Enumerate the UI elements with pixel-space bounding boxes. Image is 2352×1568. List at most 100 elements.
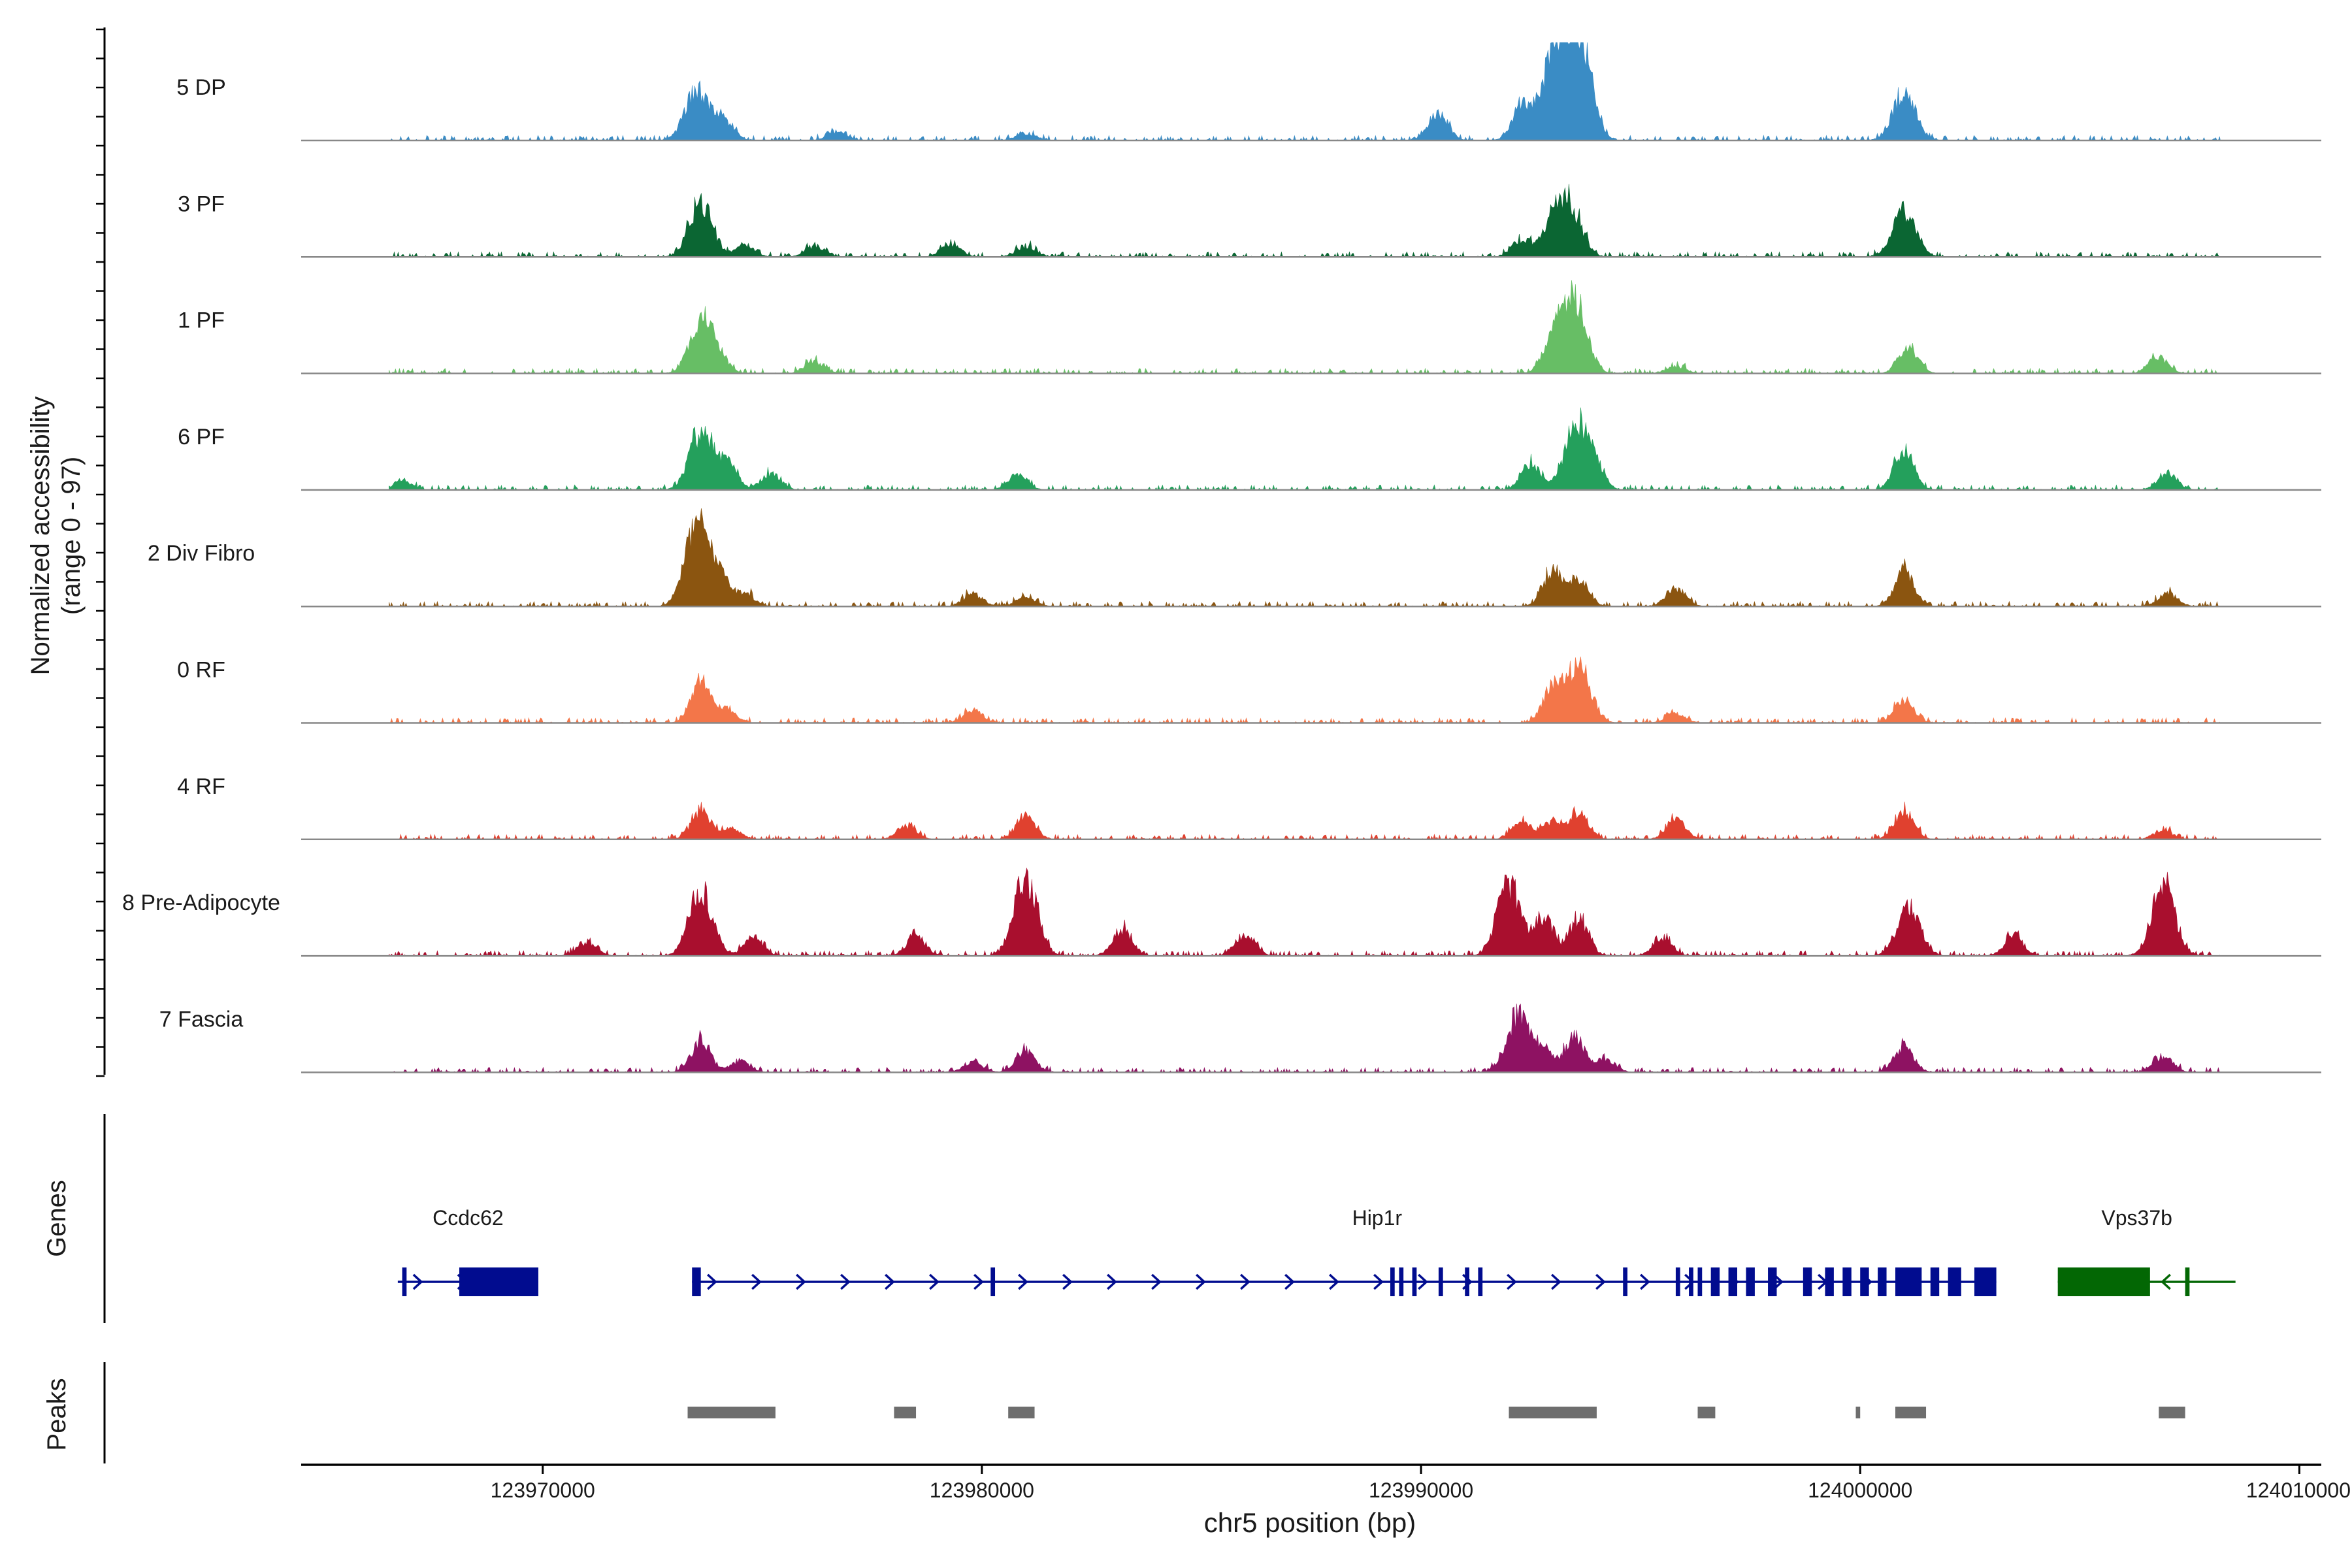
- track-label: 3 PF: [178, 191, 225, 216]
- gene-exon: [1878, 1267, 1887, 1296]
- gene-exon: [1399, 1267, 1404, 1296]
- track-label: 1 PF: [178, 308, 225, 333]
- peak-region: [1895, 1407, 1927, 1418]
- gene-exon: [1825, 1267, 1834, 1296]
- gene-exon: [1728, 1267, 1738, 1296]
- gene-exon: [1710, 1267, 1720, 1296]
- strand-arrow: [1151, 1273, 1162, 1290]
- x-tick-label: 123990000: [1369, 1478, 1473, 1502]
- coverage-area: [389, 508, 2221, 608]
- gene-exon: [1390, 1267, 1395, 1296]
- gene-exon: [1438, 1267, 1443, 1296]
- gene-exon: [1465, 1267, 1469, 1296]
- track-6-pf: 6 PF: [178, 407, 2321, 491]
- gene-exon: [1746, 1267, 1755, 1296]
- track-1-pf: 1 PF: [178, 280, 2321, 374]
- strand-arrow: [885, 1273, 895, 1290]
- gene-exon: [2057, 1267, 2150, 1296]
- coverage-area: [389, 407, 2221, 491]
- track-label: 5 DP: [176, 75, 226, 100]
- peaks-panel-title: Peaks: [42, 1378, 71, 1450]
- strand-arrow: [973, 1273, 984, 1290]
- track-label: 4 RF: [177, 774, 225, 799]
- gene-hip1r: Hip1r: [692, 1206, 1997, 1296]
- gene-exon: [1412, 1267, 1417, 1296]
- track-8-pre-adipocyte: 8 Pre-Adipocyte: [122, 867, 2321, 957]
- peak-region: [894, 1407, 917, 1418]
- strand-arrow: [751, 1273, 762, 1290]
- genes-panel: Ccdc62 Hip1r Vps37b: [397, 1206, 2236, 1296]
- strand-arrow: [1595, 1273, 1606, 1290]
- track-4-rf: 4 RF: [177, 774, 2321, 841]
- track-label: 7 Fascia: [159, 1007, 244, 1032]
- peak-region: [1855, 1407, 1861, 1418]
- coverage-area: [389, 184, 2221, 258]
- gene-exon: [459, 1267, 538, 1296]
- strand-arrow: [707, 1273, 717, 1290]
- gene-exon: [1930, 1267, 1940, 1296]
- track-label: 6 PF: [178, 425, 225, 449]
- strand-arrow: [1640, 1273, 1650, 1290]
- gene-exon: [402, 1267, 407, 1296]
- strand-arrow: [1018, 1273, 1028, 1290]
- strand-arrow: [1107, 1273, 1117, 1290]
- gene-exon: [1689, 1267, 1693, 1296]
- track-5-dp: 5 DP: [176, 42, 2321, 142]
- gene-exon: [1768, 1267, 1777, 1296]
- track-7-fascia: 7 Fascia: [159, 1004, 2321, 1073]
- coverage-area: [389, 802, 2221, 840]
- strand-arrow: [1373, 1273, 1384, 1290]
- gene-exon: [692, 1267, 701, 1296]
- left-axes: [96, 27, 106, 1463]
- track-3-pf: 3 PF: [178, 184, 2321, 258]
- track-label: 0 RF: [177, 658, 225, 683]
- strand-arrow: [929, 1273, 939, 1290]
- strand-arrow: [412, 1273, 423, 1290]
- gene-exon: [1974, 1267, 1997, 1296]
- peak-region: [687, 1407, 776, 1418]
- strand-arrow: [1418, 1273, 1428, 1290]
- gene-exon: [1478, 1267, 1483, 1296]
- peak-region: [2159, 1407, 2185, 1418]
- gene-name: Ccdc62: [433, 1206, 504, 1230]
- y-axis-title-line1: Normalized accessibility: [26, 397, 55, 676]
- tracks: 5 DP 3 PF 1 PF 6 PF 2 Div Fibro 0 RF 4 RF 8 Pre…: [122, 42, 2321, 1073]
- strand-arrow: [2161, 1273, 2171, 1290]
- gene-exon: [1803, 1267, 1812, 1296]
- strand-arrow: [840, 1273, 851, 1290]
- x-axis-title: chr5 position (bp): [1204, 1507, 1416, 1538]
- track-2-div-fibro: 2 Div Fibro: [148, 508, 2321, 608]
- coverage-area: [389, 42, 2221, 142]
- strand-arrow: [796, 1273, 806, 1290]
- gene-exon: [1675, 1267, 1680, 1296]
- coverage-area: [389, 657, 2221, 724]
- peak-region: [1008, 1407, 1035, 1418]
- gene-vps37b: Vps37b: [2057, 1206, 2236, 1296]
- x-tick-label: 124010000: [2246, 1478, 2351, 1502]
- x-tick-label: 123970000: [491, 1478, 595, 1502]
- gene-exon: [2185, 1267, 2190, 1296]
- coverage-area: [389, 280, 2221, 374]
- strand-arrow: [1507, 1273, 1517, 1290]
- gene-exon: [990, 1267, 996, 1296]
- strand-arrow: [1284, 1273, 1295, 1290]
- coverage-area: [388, 1004, 2221, 1073]
- track-0-rf: 0 RF: [177, 657, 2321, 724]
- x-tick-label: 124000000: [1808, 1478, 1912, 1502]
- x-tick-label: 123980000: [930, 1478, 1034, 1502]
- strand-arrow: [1551, 1273, 1561, 1290]
- gene-exon: [1895, 1267, 1922, 1296]
- peak-region: [1509, 1407, 1597, 1418]
- gene-name: Hip1r: [1352, 1206, 1403, 1230]
- gene-exon: [1697, 1267, 1703, 1296]
- genes-panel-title: Genes: [42, 1180, 71, 1257]
- strand-arrow: [1196, 1273, 1206, 1290]
- track-label: 2 Div Fibro: [148, 541, 255, 566]
- gene-exon: [1623, 1267, 1627, 1296]
- y-axis-title-line2: (range 0 - 97): [57, 457, 86, 615]
- gene-exon: [1860, 1267, 1869, 1296]
- strand-arrow: [1329, 1273, 1339, 1290]
- strand-arrow: [1062, 1273, 1073, 1290]
- gene-name: Vps37b: [2101, 1206, 2172, 1230]
